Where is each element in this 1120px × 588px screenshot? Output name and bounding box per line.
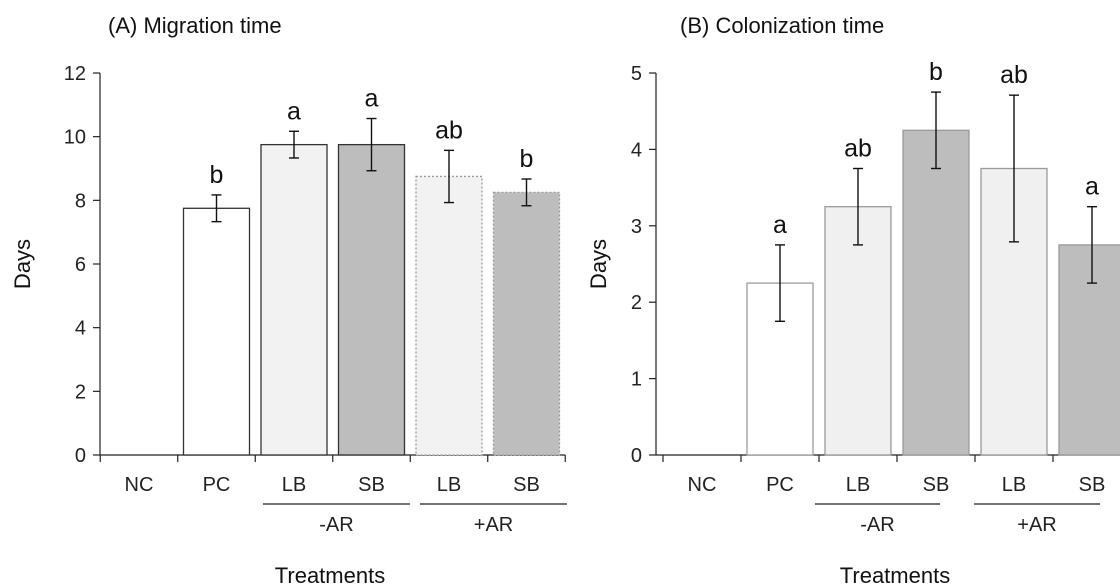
y-tick-label: 0 (75, 445, 86, 467)
significance-label: ab (1000, 61, 1028, 89)
bar-sb-3 (337, 143, 406, 456)
x-category-label: SB (513, 474, 540, 496)
significance-label: a (1085, 173, 1099, 201)
group-label: -AR (860, 514, 894, 536)
x-category-label: NC (688, 474, 717, 496)
y-tick-label: 5 (631, 63, 642, 85)
x-category-label: PC (203, 474, 231, 496)
y-tick-label: 2 (75, 381, 86, 403)
chart-title: (B) Colonization time (680, 13, 884, 38)
x-category-label: SB (358, 474, 385, 496)
y-tick-label: 0 (631, 445, 642, 467)
bar-sb-5 (492, 191, 561, 456)
y-tick-label: 3 (631, 216, 642, 238)
bar-lb-4 (415, 175, 483, 456)
significance-label: b (520, 145, 534, 173)
y-tick-label: 12 (64, 63, 86, 85)
significance-label: a (773, 211, 787, 239)
y-axis-label: Days (10, 239, 35, 289)
bar-lb-2 (260, 143, 328, 456)
group-label: +AR (474, 514, 513, 536)
group-label: +AR (1017, 514, 1056, 536)
x-category-label: PC (766, 474, 794, 496)
bar-sb-5 (1058, 244, 1120, 456)
x-category-label: LB (1002, 474, 1026, 496)
y-tick-label: 6 (75, 254, 86, 276)
chart-title: (A) Migration time (108, 13, 282, 38)
x-category-label: SB (1079, 474, 1106, 496)
significance-label: b (210, 161, 224, 189)
bar-lb-2 (824, 206, 892, 456)
significance-label: ab (844, 135, 872, 163)
x-category-label: LB (437, 474, 461, 496)
x-category-label: SB (923, 474, 950, 496)
x-category-label: LB (846, 474, 870, 496)
y-tick-label: 4 (631, 139, 642, 161)
x-category-label: LB (282, 474, 306, 496)
significance-label: a (287, 97, 301, 125)
significance-label: b (929, 58, 943, 86)
y-tick-label: 10 (64, 127, 86, 149)
significance-label: a (365, 85, 379, 113)
x-axis-label: Treatments (275, 563, 385, 588)
x-axis-label: Treatments (840, 563, 950, 588)
x-category-label: NC (125, 474, 154, 496)
group-label: -AR (319, 514, 353, 536)
y-tick-label: 2 (631, 292, 642, 314)
bar-pc-1 (182, 207, 251, 456)
y-axis-label: Days (586, 239, 611, 289)
y-tick-label: 8 (75, 190, 86, 212)
chart-panel-a: (A) Migration time Days 0 2 4 6 8 10 12 NC b PC a LB a… (10, 13, 567, 588)
y-tick-label: 4 (75, 318, 86, 340)
bar-sb-3 (902, 129, 970, 456)
chart-panel-b: (B) Colonization timeDays012345NCaPCabLB… (586, 13, 1120, 588)
y-tick-label: 1 (631, 369, 642, 391)
significance-label: ab (435, 116, 463, 144)
